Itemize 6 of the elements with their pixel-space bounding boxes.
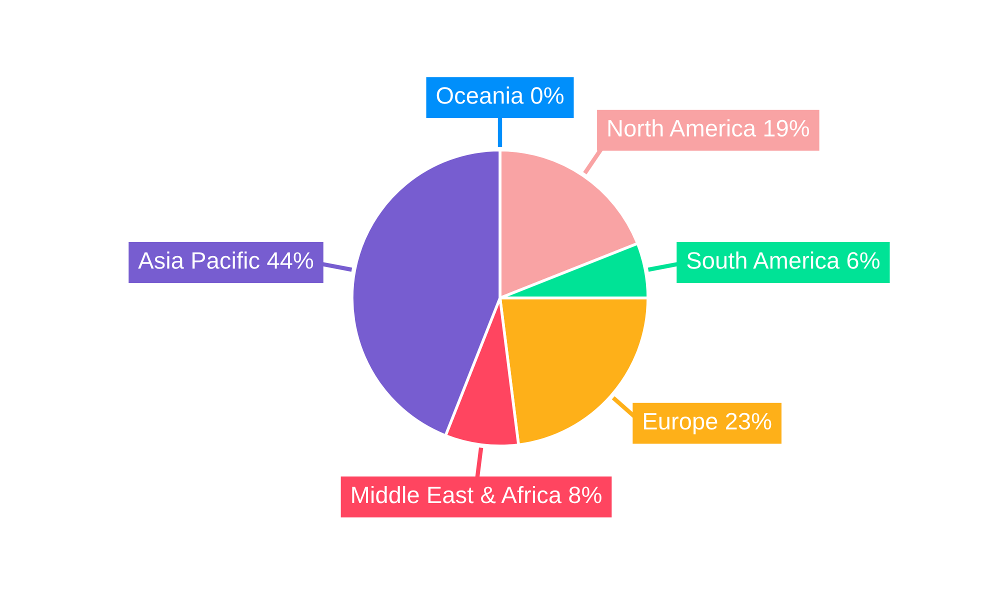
slice-label: South America 6% (687, 251, 880, 269)
slice-label: Asia Pacific 44% (138, 251, 314, 269)
slice-label: Middle East & Africa 8% (352, 486, 602, 504)
slice-label: Europe 23% (644, 412, 772, 434)
category-label: Oceania 0% (436, 86, 564, 104)
slice-label: North America 19% (608, 119, 810, 137)
